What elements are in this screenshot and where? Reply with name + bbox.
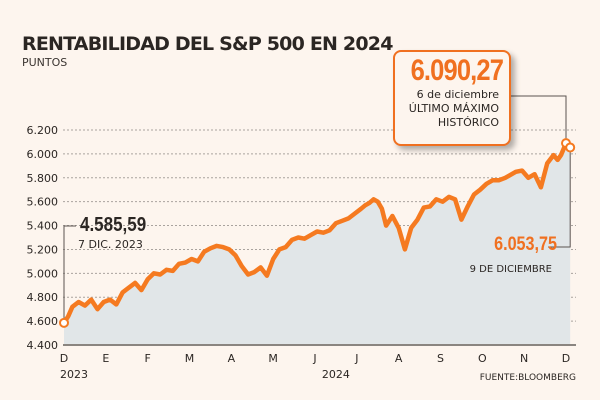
max-note-line2: HISTÓRICO: [437, 116, 499, 129]
x-tick-label: A: [395, 352, 403, 365]
y-tick-label: 5.800: [27, 172, 59, 185]
x-tick-label: A: [228, 352, 236, 365]
series-line: [61, 140, 573, 326]
x-tick-label: M: [185, 352, 195, 365]
y-tick-label: 4.800: [27, 291, 59, 304]
y-tick-label: 5.200: [27, 243, 59, 256]
y-tick-label: 5.600: [27, 196, 59, 209]
last-date-label: 9 DE DICIEMBRE: [469, 264, 552, 275]
y-tick-label: 5.000: [27, 267, 59, 280]
x-tick-label: N: [520, 352, 528, 365]
y-tick-label: 4.600: [27, 315, 59, 328]
x-tick-label: J: [312, 352, 316, 365]
chart-title: RENTABILIDAD DEL S&P 500 EN 2024: [22, 33, 393, 55]
x-axis-ticks: D E F M A M J J A S O N D 2023 2024: [60, 352, 570, 381]
max-note-line1: ÚLTIMO MÁXIMO: [408, 102, 499, 115]
callout-connectors: [63, 95, 571, 323]
x-tick-label: D: [562, 352, 570, 365]
y-tick-label: 5.400: [27, 220, 59, 233]
y-tick-label: 4.400: [27, 339, 59, 352]
start-date-label: 7 DIC. 2023: [78, 238, 143, 251]
source-label: FUENTE:BLOOMBERG: [479, 373, 576, 383]
x-tick-label: M: [268, 352, 278, 365]
year-label: 2023: [60, 368, 88, 381]
year-label: 2024: [322, 368, 350, 381]
last-value-label: 6.053,75: [494, 234, 557, 255]
y-axis-ticks: 6.200 6.000 5.800 5.600 5.400 5.200 5.000 4.800…: [27, 124, 59, 352]
y-tick-label: 6.000: [27, 148, 59, 161]
max-value-label: 6.090,27: [410, 54, 504, 87]
area-fill: [64, 143, 571, 345]
start-value-label: 4.585,59: [80, 214, 147, 236]
x-tick-label: F: [145, 352, 151, 365]
y-tick-label: 6.200: [27, 124, 59, 137]
max-date-label: 6 de diciembre: [416, 88, 499, 101]
x-tick-label: D: [60, 352, 68, 365]
point-markers: [59, 138, 576, 328]
max-callout-box: 6.090,27 6 de diciembre ÚLTIMO MÁXIMO HI…: [393, 50, 511, 146]
x-tick-label: S: [437, 352, 444, 365]
start-marker: [59, 317, 69, 328]
chart-subtitle: PUNTOS: [22, 56, 68, 69]
x-tick-label: E: [102, 352, 109, 365]
last-marker: [565, 142, 576, 153]
x-tick-label: J: [354, 352, 358, 365]
x-tick-label: O: [478, 352, 487, 365]
